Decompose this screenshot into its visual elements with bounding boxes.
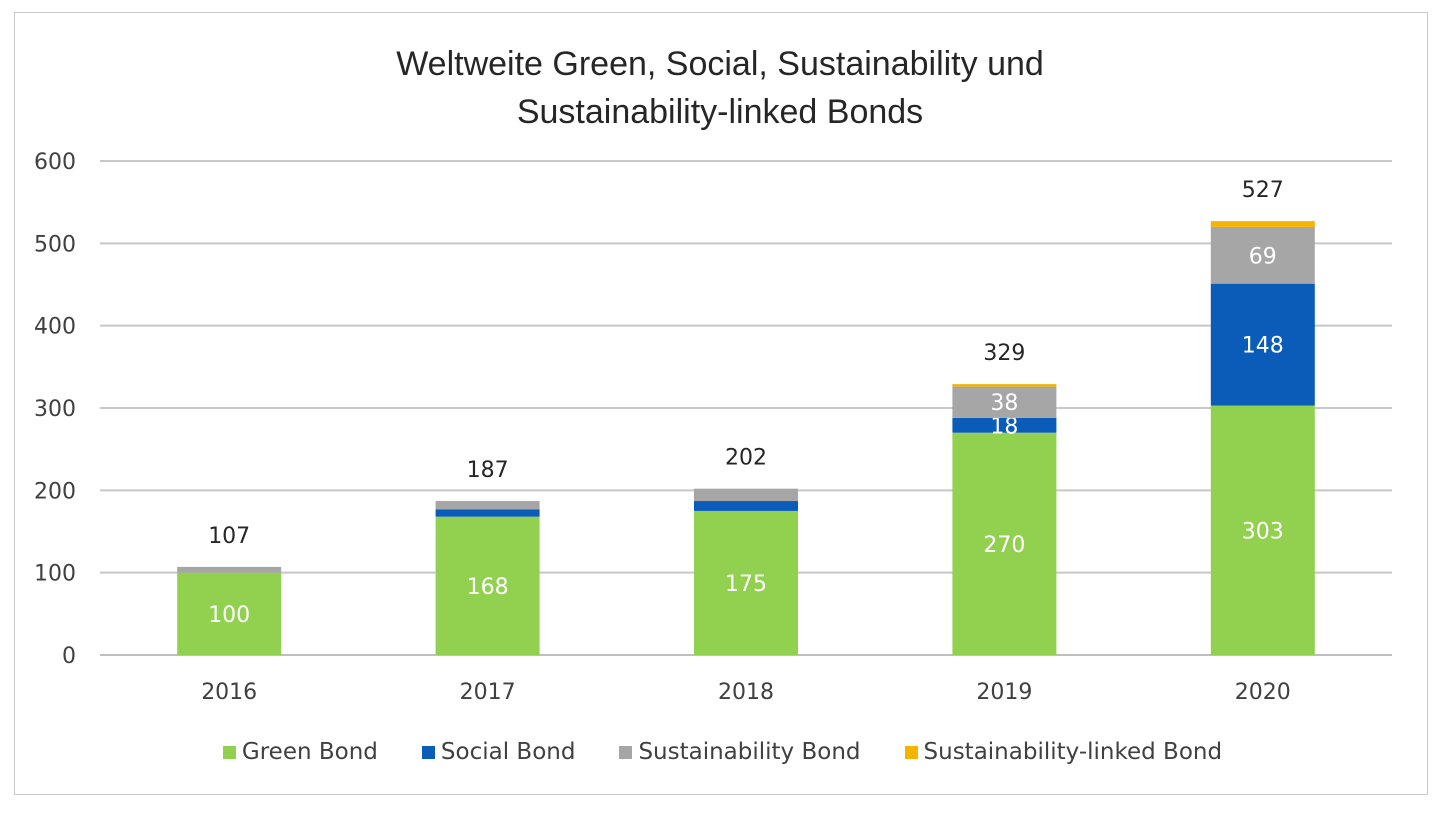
chart-frame [14,12,1428,795]
bar-segment-green-bond-2018 [694,510,798,655]
total-label: 527 [1242,178,1284,203]
bar-segment-green-bond-2020 [1210,405,1315,655]
bar-segment-sustainability-bond-2019 [952,386,1057,418]
legend-swatch-green-bond [222,745,236,759]
bar-segment-social-bond-2020 [1210,283,1315,406]
x-tick-label: 2017 [460,680,516,705]
legend-swatch-sustainability-bond [619,745,633,759]
bar-segment-sustainability-bond-2017 [435,501,540,510]
x-tick-label: 2018 [718,680,774,705]
y-tick-label: 500 [34,232,76,257]
x-tick-label: 2020 [1235,680,1291,705]
legend-swatch-sustainability-linked-bond [904,745,918,759]
data-label: 303 [1242,519,1284,544]
bar-segment-green-bond-2019 [952,432,1057,655]
x-tick-label: 2016 [201,680,257,705]
bar-segment-social-bond-2019 [952,417,1057,433]
total-label: 329 [983,341,1025,366]
chart-title-line-1: Weltweite Green, Social, Sustainability … [396,45,1044,83]
bar-segment-social-bond-2018 [694,501,798,511]
total-label: 202 [725,446,767,471]
bar-segment-green-bond-2017 [435,516,540,655]
chart-title-line-2: Sustainability-linked Bonds [516,93,924,131]
data-label: 175 [725,572,767,597]
legend-label-green-bond: Green Bond [241,739,378,765]
y-tick-label: 600 [34,150,76,175]
legend-item-sustainability-linked-bond[interactable]: Sustainability-linked Bond [904,739,1223,765]
y-tick-label: 400 [34,315,76,340]
chart-title: Weltweite Green, Social, Sustainability … [0,40,1440,136]
legend-swatch-social-bond [421,745,435,759]
chart-legend: Green Bond Social Bond Sustainability Bo… [0,735,1445,769]
bar-segment-sustainability-linked-bond-2020 [1210,221,1315,227]
legend-label-sustainability-bond: Sustainability Bond [638,739,861,765]
bar-segment-sustainability-bond-2016 [177,566,282,573]
data-label: 168 [467,575,509,600]
legend-item-green-bond[interactable]: Green Bond [222,739,378,765]
total-label: 107 [208,524,250,549]
data-label: 18 [990,414,1018,439]
bar-segment-sustainability-bond-2018 [694,488,798,502]
data-label: 38 [990,391,1018,416]
bar-segment-green-bond-2016 [177,572,282,655]
y-tick-label: 300 [34,397,76,422]
data-label: 148 [1242,334,1284,359]
y-tick-label: 200 [34,479,76,504]
legend-item-sustainability-bond[interactable]: Sustainability Bond [619,739,861,765]
data-label: 69 [1249,244,1277,269]
x-tick-label: 2019 [976,680,1032,705]
y-tick-label: 100 [34,562,76,587]
total-label: 187 [467,458,509,483]
bar-segment-sustainability-linked-bond-2019 [952,384,1057,387]
legend-label-sustainability-linked-bond: Sustainability-linked Bond [923,739,1223,765]
legend-label-social-bond: Social Bond [440,739,576,765]
data-label: 100 [208,603,250,628]
legend-item-social-bond[interactable]: Social Bond [421,739,576,765]
y-tick-label: 0 [62,644,76,669]
data-label: 270 [983,533,1025,558]
bar-segment-sustainability-bond-2020 [1210,226,1315,284]
bar-segment-social-bond-2017 [435,509,540,517]
